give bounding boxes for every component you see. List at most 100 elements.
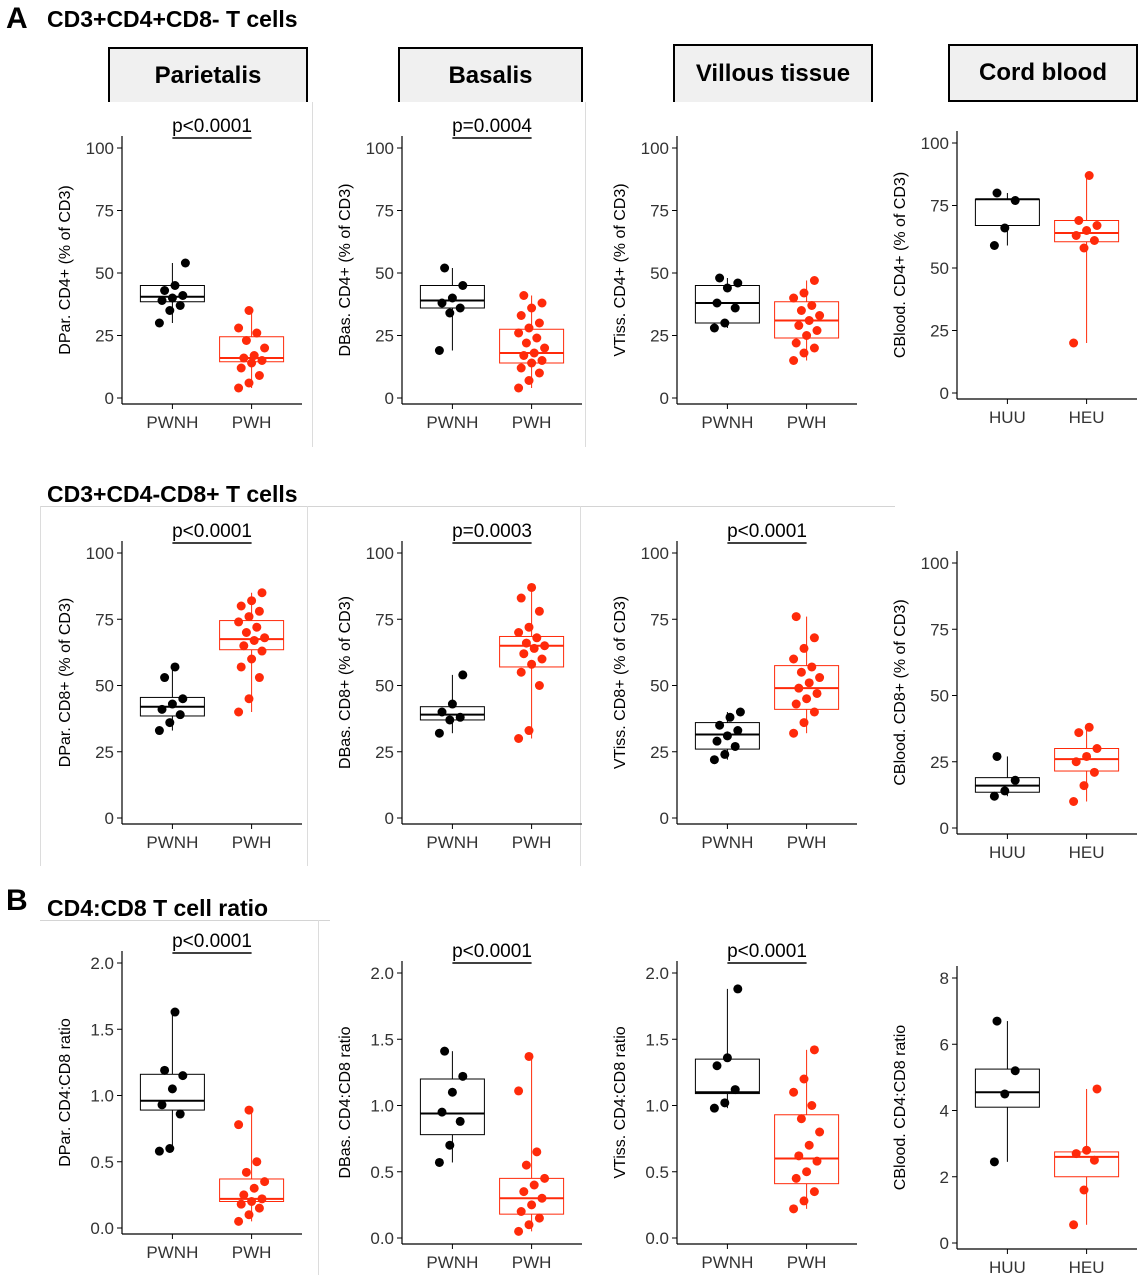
y-tick-label: 50 [650, 264, 669, 283]
x-tick-label: HUU [989, 843, 1026, 862]
y-tick-label: 0.5 [370, 1163, 394, 1182]
x-tick-label: PWNH [426, 833, 478, 852]
data-point [236, 601, 246, 611]
data-point [157, 704, 167, 714]
data-point [519, 351, 529, 360]
data-point [540, 343, 550, 353]
y-tick-label: 2.0 [370, 964, 394, 983]
data-point [160, 1065, 170, 1075]
data-point [529, 643, 539, 653]
plot-vtiss-ratio: 0.0 0.5 1.0 1.5 2.0 VTiss. CD4:CD8 ratio PWNH P… [612, 941, 857, 1272]
y-tick-label: 75 [930, 620, 949, 639]
data-point [514, 383, 524, 393]
data-point [537, 298, 547, 308]
data-point [234, 1120, 244, 1130]
y-tick-label: 2 [940, 1168, 949, 1187]
data-point [516, 363, 526, 373]
data-point [1082, 226, 1092, 235]
y-tick-label: 0 [940, 384, 949, 403]
data-point [244, 694, 254, 704]
data-point [1089, 1155, 1099, 1165]
data-point [239, 353, 249, 363]
x-tick-label: HEU [1069, 1258, 1105, 1277]
data-point [437, 298, 447, 308]
data-point [807, 1101, 817, 1110]
data-point [167, 293, 177, 303]
data-point [1010, 775, 1020, 785]
data-point [720, 318, 730, 328]
box [1054, 1151, 1120, 1178]
panel-letter-b: B [6, 884, 28, 917]
data-point [458, 281, 468, 290]
data-point [524, 622, 534, 632]
y-tick-label: 0.0 [370, 1229, 394, 1248]
data-point [789, 654, 799, 664]
y-axis-label: DPar. CD8+ (% of CD3) [57, 598, 74, 767]
plot-dpar-ratio: 0.0 0.5 1.0 1.5 2.0 DPar. CD4:CD8 ratio PWNH PW… [57, 931, 302, 1262]
y-tick-label: 25 [650, 327, 669, 346]
data-point [260, 343, 270, 353]
data-point [170, 662, 180, 672]
data-point [437, 1107, 447, 1117]
data-point [809, 343, 819, 353]
separator [580, 506, 581, 866]
data-point [1082, 751, 1092, 761]
data-point [730, 741, 740, 751]
data-point [455, 1116, 465, 1126]
y-axis-label: CBlood. CD4+ (% of CD3) [892, 172, 909, 358]
y-tick-label: 75 [930, 197, 949, 216]
data-point [247, 1197, 257, 1206]
tissue-header-cord-blood: Cord blood [948, 44, 1138, 102]
data-point [254, 606, 264, 616]
data-point [178, 1071, 188, 1081]
data-point [527, 303, 537, 313]
data-point [1071, 757, 1081, 767]
data-point [241, 1167, 251, 1177]
data-point [514, 628, 524, 637]
data-point [794, 683, 804, 693]
y-axis-label: VTiss. CD8+ (% of CD3) [612, 596, 629, 769]
plot-dpar-cd8: 0 25 50 75 100 DPar. CD8+ (% of CD3) PWNH PWH p<… [57, 521, 302, 852]
data-point [537, 1193, 547, 1203]
data-point [989, 791, 999, 801]
data-point [440, 1046, 450, 1056]
data-point [236, 662, 246, 672]
y-axis-label: CBlood. CD4:CD8 ratio [892, 1025, 909, 1191]
y-tick-label: 50 [95, 264, 114, 283]
data-point [527, 358, 537, 368]
p-value-label: p<0.0001 [727, 521, 807, 542]
plot-cblood-cd8: 0 25 50 75 100 CBlood. CD8+ (% of CD3) HUU HEU [892, 551, 1137, 862]
data-point [175, 301, 185, 310]
x-tick-label: PWNH [701, 1253, 753, 1272]
data-point [1089, 236, 1099, 245]
data-point [249, 1183, 259, 1193]
y-tick-label: 50 [375, 677, 394, 696]
data-point [534, 681, 544, 690]
data-point [527, 582, 537, 592]
x-tick-label: PWH [512, 1253, 552, 1272]
tissue-header-parietalis: Parietalis [108, 47, 308, 102]
y-tick-label: 25 [930, 753, 949, 772]
separator [307, 506, 308, 866]
y-tick-label: 75 [375, 610, 394, 629]
data-point [532, 333, 542, 343]
data-point [794, 321, 804, 330]
data-point [799, 718, 809, 728]
data-point [809, 1187, 819, 1197]
data-point [434, 728, 444, 738]
data-point [157, 296, 167, 305]
data-point [809, 1045, 819, 1055]
data-point [257, 1194, 267, 1204]
data-point [815, 311, 825, 320]
data-point [799, 348, 809, 358]
box [974, 198, 1040, 226]
data-point [799, 643, 809, 653]
y-axis-label: VTiss. CD4+ (% of CD3) [612, 183, 629, 356]
y-axis-label: DPar. CD4+ (% of CD3) [57, 185, 74, 354]
data-point [1010, 196, 1020, 205]
data-point [733, 278, 743, 288]
x-tick-label: PWNH [146, 413, 198, 432]
data-point [254, 673, 264, 683]
p-value-label: p=0.0004 [452, 116, 532, 137]
data-point [234, 707, 244, 717]
